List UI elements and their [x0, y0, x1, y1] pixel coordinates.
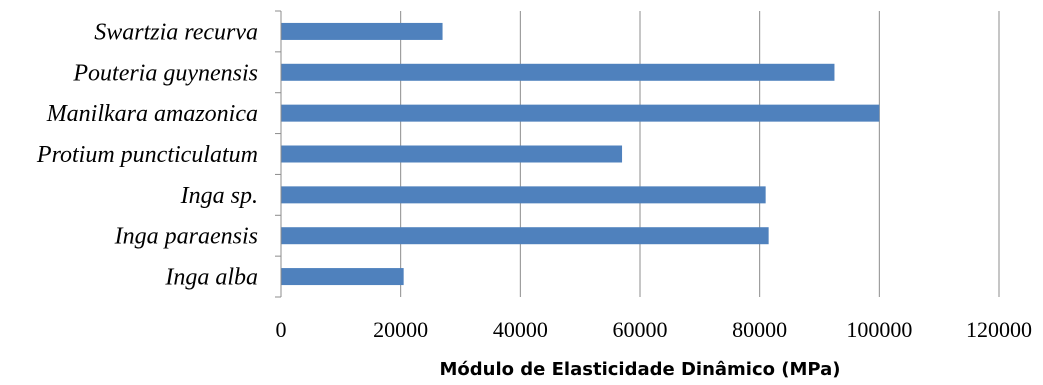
x-tick-label: 40000: [493, 317, 548, 342]
x-tick-labels: 0 20000 40000 60000 80000 100000 120000: [276, 317, 1033, 342]
x-tick-label: 80000: [732, 317, 787, 342]
bar: [281, 64, 834, 81]
x-tick-label: 20000: [373, 317, 428, 342]
category-label: Protium puncticulatum: [36, 142, 258, 168]
category-label: Pouteria guynensis: [72, 60, 258, 86]
bar: [281, 227, 769, 244]
category-label: Inga sp.: [180, 183, 258, 209]
category-label: Inga paraensis: [114, 224, 258, 250]
category-label: Manilkara amazonica: [46, 101, 258, 127]
category-label: Inga alba: [164, 265, 258, 291]
axes: [275, 11, 281, 297]
bar: [281, 186, 766, 203]
x-tick-label: 0: [276, 317, 287, 342]
category-label: Swartzia recurva: [94, 19, 258, 45]
x-tick-label: 120000: [966, 317, 1032, 342]
bar: [281, 23, 443, 40]
bars: [281, 23, 879, 285]
category-labels: Swartzia recurva Pouteria guynensis Manilk…: [36, 19, 258, 290]
x-tick-label: 100000: [846, 317, 912, 342]
bar: [281, 146, 622, 163]
x-tick-label: 60000: [613, 317, 668, 342]
bar: [281, 105, 879, 122]
bar: [281, 268, 404, 285]
x-axis-title: Módulo de Elasticidade Dinâmico (MPa): [440, 359, 841, 380]
